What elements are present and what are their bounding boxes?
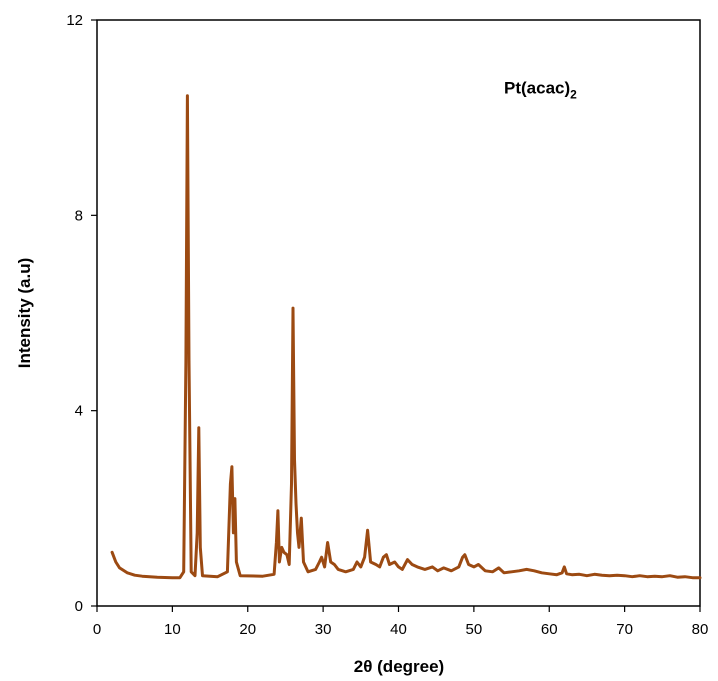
x-tick-label: 30 [315,621,332,638]
x-tick-label: 50 [466,621,483,638]
series-line-pt-acac2 [110,94,702,580]
annotation-subscript: 2 [570,87,577,101]
x-tick-label: 0 [93,621,101,638]
y-axis: 0 4 8 12 [66,12,97,615]
y-tick-label: 12 [66,12,83,29]
x-axis-title: 2θ (degree) [354,657,444,676]
chart-annotation: Pt(acac)2 [504,78,577,101]
x-tick-label: 60 [541,621,558,638]
x-tick-label: 80 [692,621,709,638]
y-tick-label: 8 [75,207,83,224]
x-tick-label: 20 [239,621,256,638]
x-tick-label: 10 [164,621,181,638]
y-axis-title: Intensity (a.u) [15,258,34,369]
x-tick-label: 70 [616,621,633,638]
y-tick-label: 0 [75,598,83,615]
annotation-text: Pt(acac) [504,78,570,97]
y-tick-label: 4 [75,403,83,420]
x-axis: 0 10 20 30 40 50 60 70 80 [93,606,709,638]
x-tick-label: 40 [390,621,407,638]
